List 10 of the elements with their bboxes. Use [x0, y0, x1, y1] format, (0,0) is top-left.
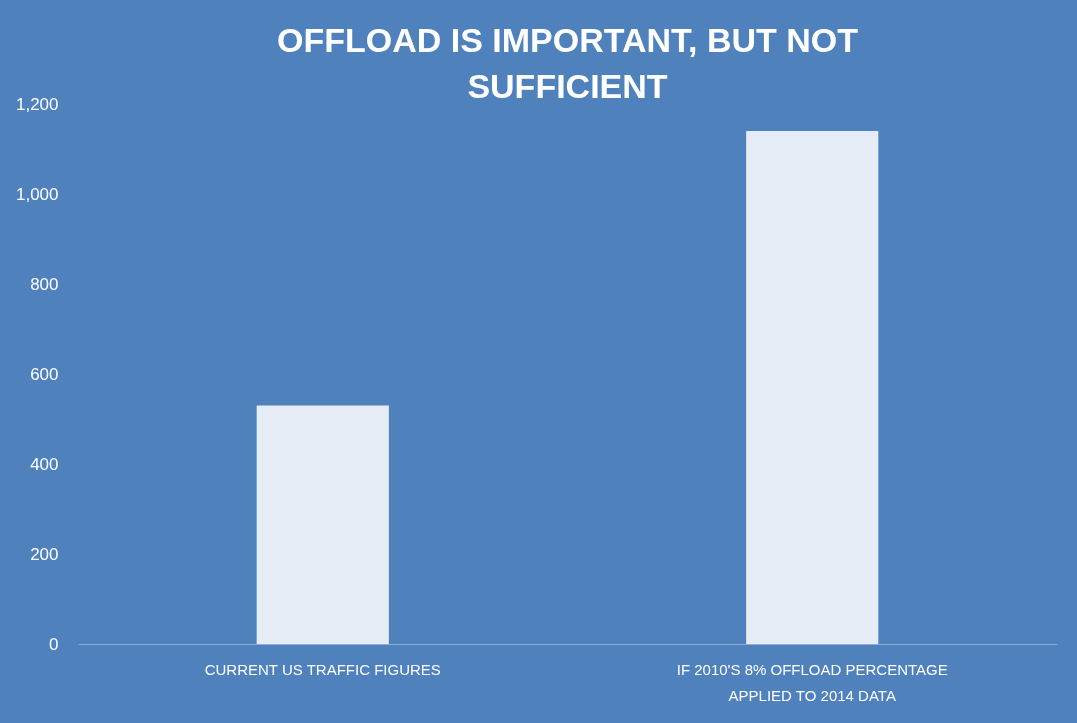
y-tick-label: 800 — [30, 274, 59, 294]
chart-title: OFFLOAD IS IMPORTANT, BUT NOT SUFFICIENT — [276, 21, 859, 105]
y-tick-label: 200 — [30, 544, 59, 564]
x-tick-label: IF 2010'S 8% OFFLOAD PERCENTAGE APPLIED TO 2014 DATA — [676, 660, 948, 704]
y-tick-label: 400 — [30, 454, 59, 474]
x-tick-label: CURRENT US TRAFFIC FIGURES — [204, 660, 441, 678]
y-tick-label: 1,200 — [15, 94, 59, 114]
y-tick-label: 1,000 — [15, 184, 59, 204]
y-tick-label: 0 — [49, 634, 59, 654]
y-tick-label: 600 — [30, 364, 59, 384]
